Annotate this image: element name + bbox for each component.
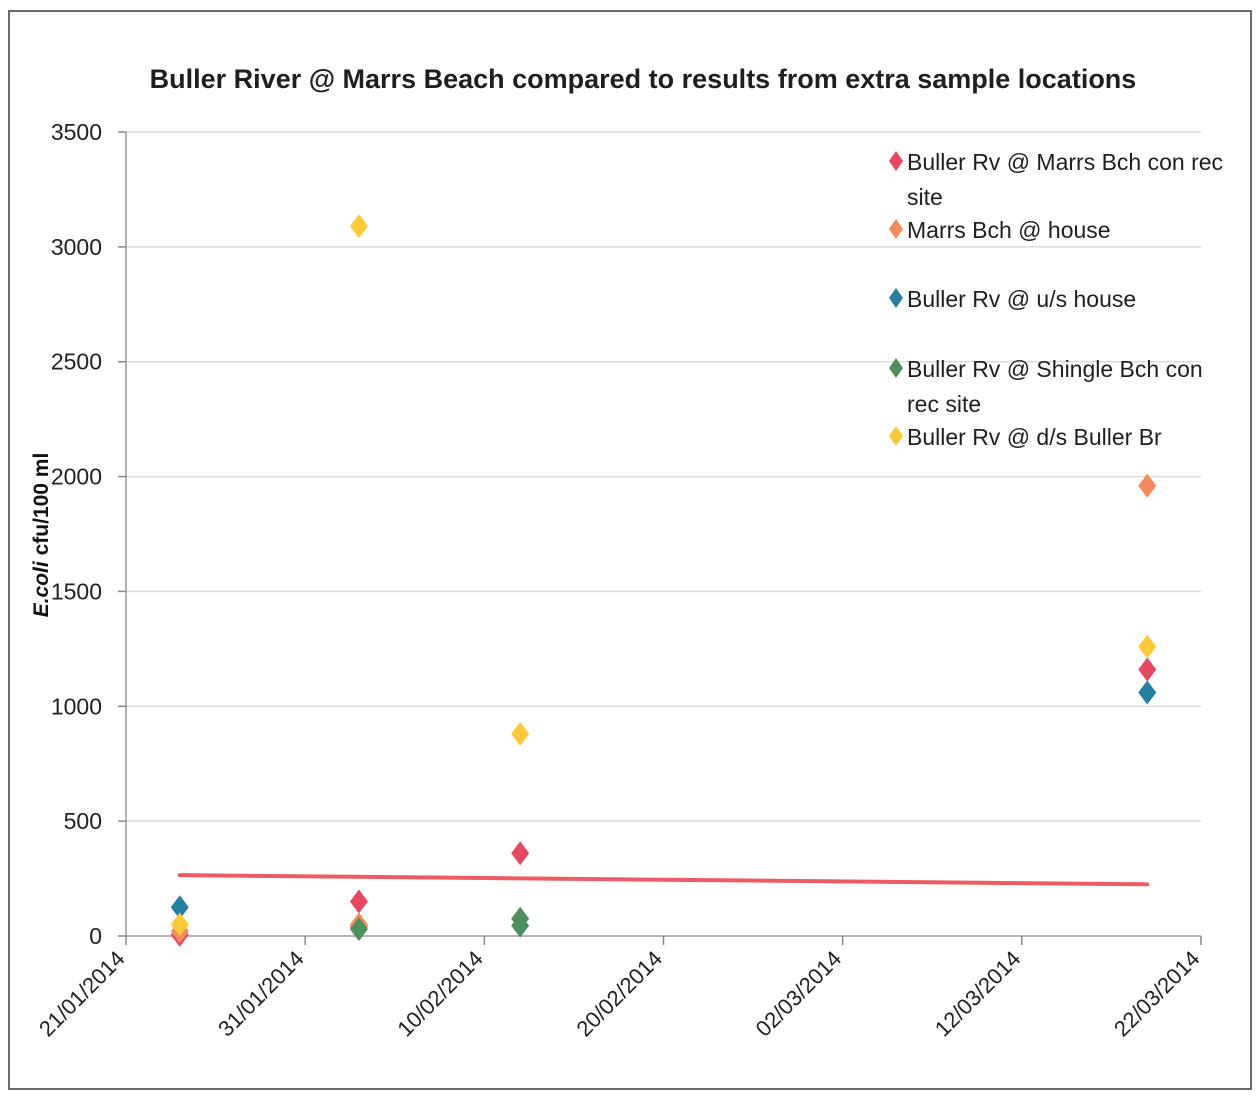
data-point-series-4 (511, 913, 530, 938)
x-tick-label: 20/02/2014 (571, 946, 667, 1042)
y-tick-label: 2000 (51, 464, 102, 490)
data-point-series-3 (170, 895, 189, 920)
legend-marker-series-5 (889, 426, 903, 446)
y-tick-label: 1500 (51, 578, 102, 604)
y-tick-label: 500 (64, 808, 102, 834)
legend-entry-series-4: Buller Rv @ Shingle Bch con rec site (907, 356, 1203, 417)
x-tick-label: 21/01/2014 (34, 946, 130, 1042)
x-tick-label: 31/01/2014 (213, 946, 309, 1042)
data-point-series-5 (349, 214, 368, 239)
legend: Buller Rv @ Marrs Bch con rec site Marrs B… (889, 149, 1223, 450)
y-tick-label: 1000 (51, 693, 102, 719)
chart-frame (8, 10, 1252, 1090)
y-axis-label-italic: E.coli (30, 560, 53, 617)
x-tick-label: 22/03/2014 (1109, 946, 1205, 1042)
y-tick-label: 0 (89, 923, 102, 949)
legend-entry-series-5: Buller Rv @ d/s Buller Br (907, 424, 1162, 450)
legend-entry-series-2: Marrs Bch @ house (907, 217, 1111, 243)
y-axis-label-rest: cfu/100 ml (30, 453, 53, 562)
legend-marker-series-1 (889, 151, 903, 171)
legend-marker-series-2 (889, 219, 903, 239)
data-points (170, 214, 1157, 947)
x-tick-label: 10/02/2014 (392, 946, 488, 1042)
data-point-series-2 (1138, 473, 1157, 498)
gridlines (126, 131, 1201, 822)
chart-title: Buller River @ Marrs Beach compared to r… (150, 64, 1137, 94)
y-axis-label: E.coli cfu/100 ml (30, 453, 53, 618)
trend-line (177, 873, 1150, 887)
x-tick-label: 02/03/2014 (751, 946, 847, 1042)
data-point-series-5 (511, 721, 530, 746)
data-point-series-5 (1138, 634, 1157, 659)
legend-entry-series-3: Buller Rv @ u/s house (907, 286, 1136, 312)
y-tick-label: 2500 (51, 349, 102, 375)
x-axis-ticks: 21/01/2014 31/01/2014 10/02/2014 20/02/2014… (34, 936, 1205, 1041)
y-tick-label: 3000 (51, 234, 102, 260)
y-tick-label: 3500 (51, 119, 102, 145)
data-point-series-1 (511, 841, 530, 866)
data-point-series-4 (349, 917, 368, 942)
legend-entry-series-1: Buller Rv @ Marrs Bch con rec site (907, 149, 1223, 210)
data-point-series-3 (1138, 680, 1157, 705)
data-point-series-5 (170, 912, 189, 937)
data-point-series-1 (349, 889, 368, 914)
legend-marker-series-4 (889, 358, 903, 378)
trend-line-segment (177, 873, 1150, 887)
legend-marker-series-3 (889, 288, 903, 308)
y-axis-ticks: 0 500 1000 1500 2000 2500 3000 3500 (51, 119, 126, 949)
axes (125, 132, 1201, 937)
data-point-series-1 (1138, 657, 1157, 682)
x-tick-label: 12/03/2014 (930, 946, 1026, 1042)
